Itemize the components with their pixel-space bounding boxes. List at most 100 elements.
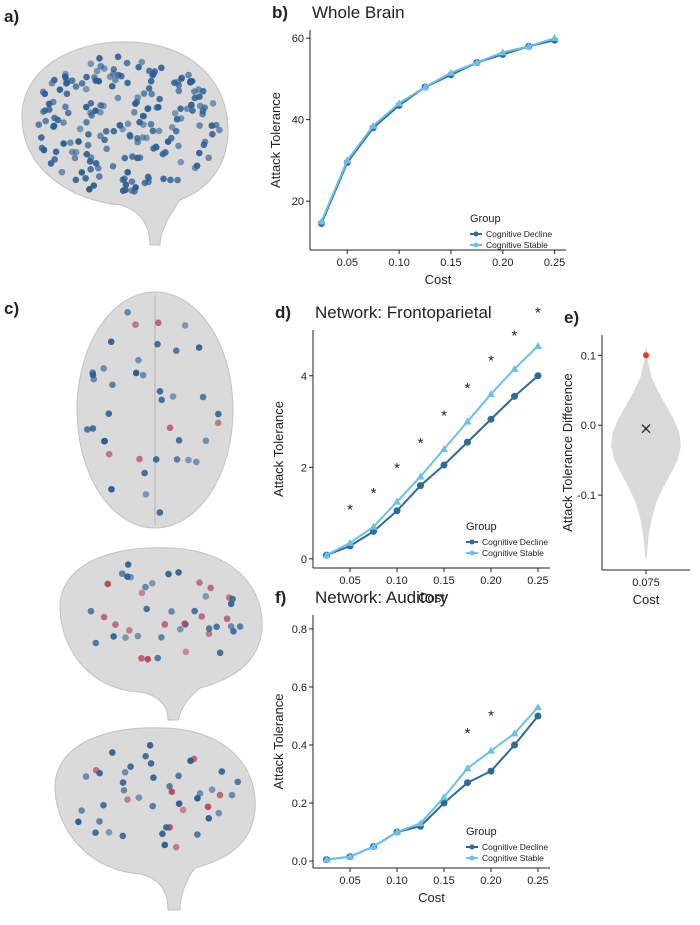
brain-node xyxy=(93,67,101,75)
significance-marker: * xyxy=(488,707,494,724)
panel-label: f) xyxy=(275,588,286,607)
brain-node xyxy=(87,157,94,165)
brain-node xyxy=(138,654,145,662)
y-tick-label: 2 xyxy=(301,462,307,474)
brain-node xyxy=(162,824,170,831)
legend-swatch xyxy=(469,539,475,545)
brain-node xyxy=(91,74,98,81)
brain-node xyxy=(124,309,131,316)
mean-cross xyxy=(641,424,651,434)
brain-node xyxy=(151,68,159,75)
panel-label: e) xyxy=(564,308,579,327)
brain-node xyxy=(159,830,166,838)
brain-node xyxy=(205,625,213,632)
brain-node xyxy=(158,64,165,72)
brain-node xyxy=(140,90,148,97)
brain-node xyxy=(134,632,142,640)
brain-node xyxy=(139,371,147,379)
significance-marker: * xyxy=(465,380,471,397)
brain-node xyxy=(83,73,90,81)
brain-node xyxy=(38,134,45,141)
brain-node xyxy=(76,125,84,133)
brain-node xyxy=(124,79,131,87)
y-tick-label: 0.1 xyxy=(581,350,596,362)
brain-node xyxy=(208,786,216,793)
y-axis-label: Attack Tolerance xyxy=(268,92,283,188)
brain-node xyxy=(154,654,162,662)
brain-node xyxy=(153,104,160,111)
brain-node xyxy=(191,607,198,615)
x-tick-label: 0.15 xyxy=(433,875,454,887)
data-point xyxy=(369,522,378,530)
data-point xyxy=(463,764,472,772)
y-tick-label: 0.2 xyxy=(292,798,307,810)
brain-node xyxy=(96,769,103,777)
brain-node xyxy=(63,90,71,98)
brain-node xyxy=(209,130,216,138)
brain-node xyxy=(174,78,181,86)
brain-node xyxy=(158,396,165,404)
brain-node xyxy=(148,579,156,587)
y-tick-label: 0 xyxy=(301,554,307,566)
brain-node xyxy=(216,126,223,134)
brain-node xyxy=(96,54,103,62)
brain-node xyxy=(82,85,90,93)
brain-node xyxy=(175,569,182,576)
brain-node xyxy=(152,143,160,151)
data-point xyxy=(472,58,481,66)
brain-node xyxy=(115,71,122,79)
brain-node xyxy=(175,142,182,150)
brain-node xyxy=(104,580,112,588)
brain-node xyxy=(185,71,192,79)
x-axis-label: Cost xyxy=(418,590,445,605)
brain-node xyxy=(175,772,182,780)
brain-node xyxy=(177,625,184,633)
brain-node xyxy=(156,509,164,516)
legend-swatch xyxy=(469,855,475,861)
panel-label: a) xyxy=(4,7,19,26)
brain-node xyxy=(198,613,206,620)
brain-node xyxy=(229,595,236,603)
brain-node xyxy=(204,803,212,811)
brain-node xyxy=(166,782,173,790)
brain-node xyxy=(75,138,82,145)
brain-node xyxy=(175,87,183,95)
brain-node xyxy=(39,88,47,96)
brain-node xyxy=(67,139,74,147)
brain-node xyxy=(47,160,55,167)
brain-node xyxy=(109,749,116,756)
brain-node xyxy=(110,633,117,640)
x-tick-label: 0.05 xyxy=(339,575,360,587)
brain-node xyxy=(110,127,118,135)
brain-node xyxy=(148,90,156,98)
y-axis-label: Attack Tolerance Difference xyxy=(560,373,575,532)
brain-node xyxy=(132,369,140,377)
brain-node xyxy=(216,649,224,657)
significance-marker: * xyxy=(418,435,424,452)
brain-node xyxy=(71,154,79,162)
brain-node xyxy=(82,773,90,780)
data-point xyxy=(322,855,331,863)
brain-node xyxy=(72,176,80,184)
significance-marker: * xyxy=(512,327,518,344)
brain-node xyxy=(195,86,202,93)
legend-title: Group xyxy=(466,521,497,533)
x-tick-label: 0.05 xyxy=(339,875,360,887)
legend-label: Cognitive Stable xyxy=(482,853,544,863)
brain-node xyxy=(114,94,122,102)
data-point xyxy=(463,438,471,446)
brain-node xyxy=(87,60,95,68)
brain-node xyxy=(105,450,113,458)
brain-node xyxy=(89,371,97,379)
data-point xyxy=(498,48,507,56)
legend-swatch xyxy=(473,231,479,237)
brain-node xyxy=(147,120,155,128)
x-tick-label: 0.15 xyxy=(440,257,461,269)
x-tick-label: 0.10 xyxy=(386,875,407,887)
observed-point xyxy=(643,352,649,359)
brain-node xyxy=(92,639,100,647)
brain-node xyxy=(196,122,203,129)
brain-node xyxy=(87,109,94,117)
y-tick-label: 0.0 xyxy=(292,856,307,868)
brain-node xyxy=(196,579,203,586)
